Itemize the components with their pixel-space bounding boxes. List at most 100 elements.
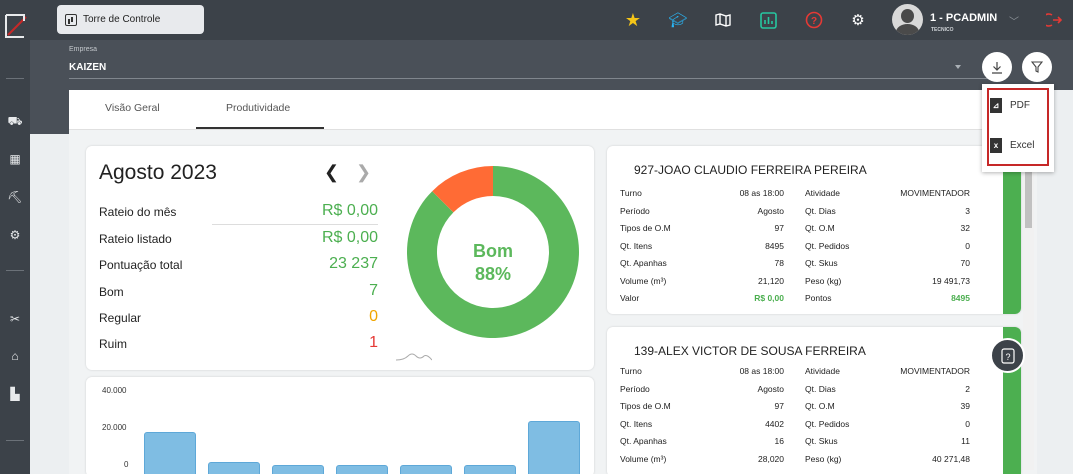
detail-value: MOVIMENTADOR [900,188,970,198]
stat-row: Ruim 1 [86,334,378,354]
detail-row: Valor R$ 0,00 Pontos 8495 [620,293,970,307]
excel-file-icon: x [990,137,1002,153]
forklift-icon[interactable]: ⚙ [9,228,21,242]
detail-value: Agosto [757,383,784,394]
chart-bar[interactable] [272,465,324,474]
user-name[interactable]: 1 - PCADMIN [930,12,998,24]
tab-visao-geral[interactable]: Visão Geral [105,102,160,114]
detail-label: Qt. Dias [805,383,836,394]
chart-bar[interactable] [400,465,452,474]
stat-label: Bom [99,285,124,299]
chevron-down-icon[interactable] [955,65,961,69]
detail-label: Qt. Itens [620,418,653,429]
detail-value: 8495 [765,240,784,251]
svg-text:?: ? [811,16,817,27]
detail-value: 08 as 18:00 [739,188,784,198]
detail-value: 40 271,48 [932,453,970,464]
detail-label: Volume (m³) [620,453,667,464]
detail-label: Qt. Itens [620,240,653,251]
menu-item-label: PDF [1010,99,1030,111]
main-panel: Visão Geral Produtividade Agosto 2023 ❮ … [69,90,1037,474]
chevron-right-icon[interactable]: ❯ [356,162,372,182]
logout-icon[interactable] [1044,10,1064,30]
detail-label: Atividade [805,366,840,376]
detail-value: 32 [960,223,970,233]
chart-bar[interactable] [528,421,580,474]
detail-value: 8495 [951,293,970,303]
stat-label: Regular [99,311,142,325]
employee-card[interactable]: 927-JOAO CLAUDIO FERREIRA PEREIRA Turno 0… [607,146,1021,314]
detail-value: 39 [960,401,970,411]
download-button[interactable] [982,52,1012,82]
detail-value: 78 [774,258,784,268]
menu-item-pdf[interactable]: ⊿ PDF [990,94,1048,116]
detail-value: 28,020 [758,453,784,464]
tools-icon[interactable]: ✂ [9,312,21,326]
sidebar-divider [6,78,24,79]
detail-label: Turno [620,188,642,198]
chart-bar[interactable] [208,462,260,474]
detail-row: Volume (m³) 21,120 Peso (kg) 19 491,73 [620,276,970,290]
detail-value: 3 [965,205,970,216]
divider [212,224,378,225]
employee-card[interactable]: 139-ALEX VICTOR DE SOUSA FERREIRA Turno 0… [607,327,1021,474]
detail-label: Qt. Dias [805,205,836,216]
chevron-down-icon[interactable]: ﹀ [1009,16,1019,28]
detail-label: Volume (m³) [620,275,667,286]
detail-value: R$ 0,00 [754,293,784,303]
map-icon[interactable] [713,10,733,30]
chart-bar[interactable] [144,432,196,474]
stat-value: 7 [369,282,378,299]
warehouse-icon[interactable]: ⌂ [11,349,19,363]
scrollbar[interactable] [1023,160,1034,470]
detail-label: Período [620,205,650,216]
graduation-cap-icon[interactable]: 🎓︎ [668,12,688,29]
stat-label: Rateio listado [99,232,172,246]
month-title: Agosto 2023 [99,161,217,184]
detail-row: Qt. Apanhas 78 Qt. Skus 70 [620,258,970,272]
detail-label: Qt. Pedidos [805,418,850,429]
chart-toggle-icon[interactable] [396,352,432,362]
menu-item-label: Excel [1010,139,1035,151]
detail-row: Tipos de O.M 97 Qt. O.M 39 [620,401,970,415]
detail-label: Peso (kg) [805,275,842,286]
detail-label: Peso (kg) [805,453,842,464]
avatar[interactable] [892,4,923,35]
stat-value: 0 [369,308,378,325]
detail-label: Qt. O.M [805,401,835,411]
svg-text:?: ? [1005,352,1010,362]
y-tick: 0 [124,460,129,469]
detail-label: Pontos [805,293,832,303]
dolly-icon[interactable]: ⛏ [7,190,23,204]
detail-value: Agosto [757,205,784,216]
stat-value: R$ 0,00 [321,229,378,246]
dashboard-icon [65,13,77,26]
help-icon[interactable]: ? [804,10,824,30]
chart-icon[interactable] [758,10,778,30]
donut-percent: 88% [475,264,511,284]
app-logo[interactable] [0,8,30,44]
tab-produtividade[interactable]: Produtividade [226,102,291,114]
gear-icon[interactable]: ⚙ [851,12,865,29]
company-select[interactable]: KAIZEN [69,62,107,73]
boxes-icon[interactable]: ▦ [9,152,21,166]
scrollbar-thumb[interactable] [1025,168,1032,228]
star-icon[interactable]: ★ [624,9,642,30]
donut-label: Bom [473,241,513,261]
menu-item-excel[interactable]: x Excel [990,134,1048,156]
stat-label: Rateio do mês [99,205,177,219]
page-title-pill[interactable]: Torre de Controle [57,5,204,34]
detail-label: Qt. Skus [805,436,838,446]
filter-bar: Empresa KAIZEN [30,40,1073,90]
chart-bar[interactable] [464,465,516,474]
chevron-left-icon[interactable]: ❮ [324,162,340,182]
sidebar-divider [6,440,24,441]
building-icon[interactable]: ▙ [10,387,20,401]
filter-button[interactable] [1022,52,1052,82]
page-title: Torre de Controle [83,14,161,25]
detail-label: Qt. Apanhas [620,258,667,268]
floating-help-button[interactable]: ? [990,338,1025,373]
chart-bar[interactable] [336,465,388,474]
truck-icon[interactable]: ⛟ [7,114,23,128]
detail-label: Turno [620,366,642,376]
